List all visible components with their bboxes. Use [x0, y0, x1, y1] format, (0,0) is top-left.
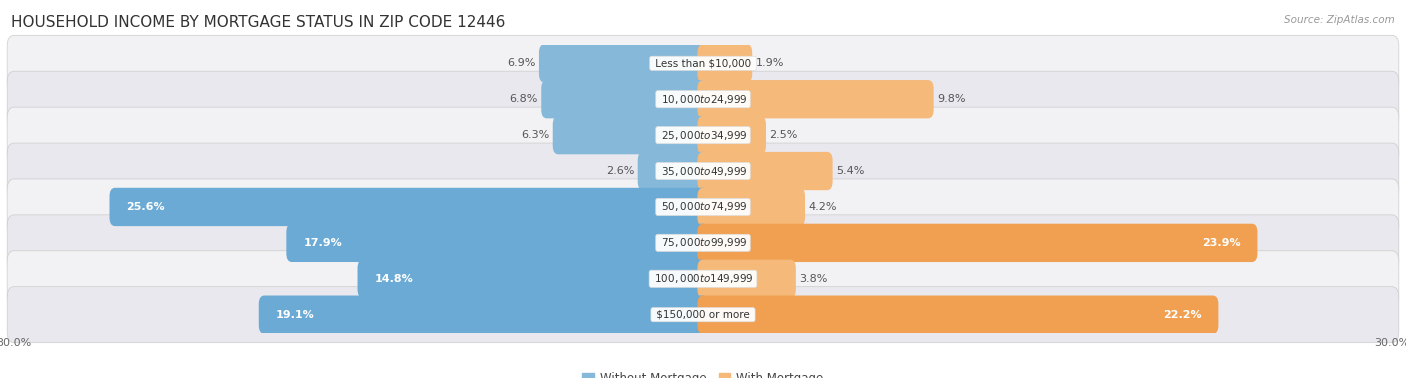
FancyBboxPatch shape	[7, 107, 1399, 163]
FancyBboxPatch shape	[541, 80, 709, 118]
Text: $100,000 to $149,999: $100,000 to $149,999	[651, 272, 755, 285]
Text: 23.9%: 23.9%	[1202, 238, 1240, 248]
Text: 19.1%: 19.1%	[276, 310, 315, 320]
Text: 2.6%: 2.6%	[606, 166, 634, 176]
Text: $25,000 to $34,999: $25,000 to $34,999	[658, 129, 748, 142]
FancyBboxPatch shape	[7, 179, 1399, 235]
Text: 4.2%: 4.2%	[808, 202, 837, 212]
FancyBboxPatch shape	[638, 152, 709, 190]
Text: HOUSEHOLD INCOME BY MORTGAGE STATUS IN ZIP CODE 12446: HOUSEHOLD INCOME BY MORTGAGE STATUS IN Z…	[11, 15, 506, 30]
Text: 1.9%: 1.9%	[756, 58, 785, 68]
FancyBboxPatch shape	[697, 116, 766, 154]
FancyBboxPatch shape	[287, 224, 709, 262]
Text: Source: ZipAtlas.com: Source: ZipAtlas.com	[1284, 15, 1395, 25]
FancyBboxPatch shape	[553, 116, 709, 154]
Text: 2.5%: 2.5%	[769, 130, 799, 140]
Text: $35,000 to $49,999: $35,000 to $49,999	[658, 164, 748, 178]
FancyBboxPatch shape	[7, 251, 1399, 307]
Text: $75,000 to $99,999: $75,000 to $99,999	[658, 236, 748, 249]
FancyBboxPatch shape	[110, 188, 709, 226]
FancyBboxPatch shape	[697, 44, 752, 82]
Text: 6.9%: 6.9%	[508, 58, 536, 68]
FancyBboxPatch shape	[7, 143, 1399, 199]
Text: 22.2%: 22.2%	[1163, 310, 1201, 320]
FancyBboxPatch shape	[538, 44, 709, 82]
FancyBboxPatch shape	[7, 71, 1399, 127]
Legend: Without Mortgage, With Mortgage: Without Mortgage, With Mortgage	[578, 367, 828, 378]
FancyBboxPatch shape	[7, 35, 1399, 91]
FancyBboxPatch shape	[7, 215, 1399, 271]
Text: Less than $10,000: Less than $10,000	[652, 58, 754, 68]
FancyBboxPatch shape	[697, 224, 1257, 262]
Text: 14.8%: 14.8%	[374, 274, 413, 284]
Text: 25.6%: 25.6%	[127, 202, 166, 212]
FancyBboxPatch shape	[259, 296, 709, 334]
FancyBboxPatch shape	[357, 260, 709, 298]
Text: 9.8%: 9.8%	[938, 94, 966, 104]
Text: $10,000 to $24,999: $10,000 to $24,999	[658, 93, 748, 106]
Text: 3.8%: 3.8%	[800, 274, 828, 284]
Text: 5.4%: 5.4%	[837, 166, 865, 176]
Text: 6.8%: 6.8%	[509, 94, 537, 104]
FancyBboxPatch shape	[7, 287, 1399, 343]
FancyBboxPatch shape	[697, 80, 934, 118]
FancyBboxPatch shape	[697, 260, 796, 298]
Text: $50,000 to $74,999: $50,000 to $74,999	[658, 200, 748, 214]
Text: $150,000 or more: $150,000 or more	[652, 310, 754, 320]
FancyBboxPatch shape	[697, 296, 1219, 334]
Text: 6.3%: 6.3%	[520, 130, 550, 140]
FancyBboxPatch shape	[697, 188, 806, 226]
FancyBboxPatch shape	[697, 152, 832, 190]
Text: 17.9%: 17.9%	[304, 238, 342, 248]
